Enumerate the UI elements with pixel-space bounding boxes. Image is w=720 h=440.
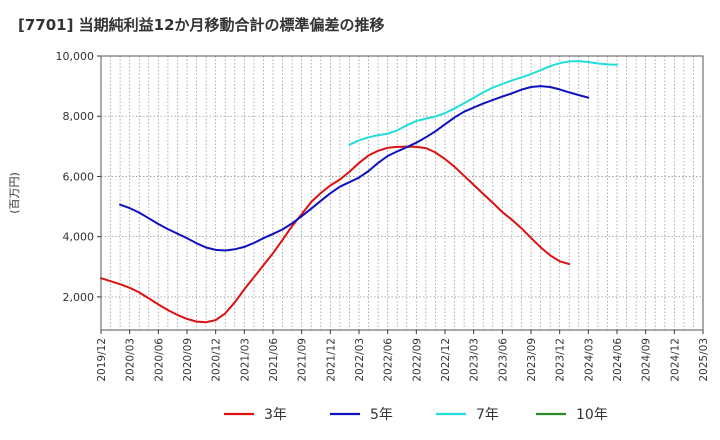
y-axis-label: (百万円)	[8, 172, 21, 214]
x-tick-label: 2022/06	[383, 338, 395, 382]
x-tick-label: 2020/09	[182, 338, 194, 382]
y-tick-label: 8,000	[63, 110, 95, 123]
x-tick-label: 2021/06	[268, 338, 280, 382]
x-tick-label: 2023/03	[469, 338, 481, 382]
y-tick-label: 10,000	[56, 50, 95, 63]
y-tick-label: 6,000	[63, 170, 95, 183]
legend-label-1: 5年	[370, 407, 393, 423]
x-tick-label: 2022/03	[354, 338, 366, 382]
series-line-2	[348, 60, 618, 146]
legend-label-3: 10年	[576, 407, 608, 423]
x-tick-label: 2020/06	[153, 338, 165, 382]
legend-label-0: 3年	[264, 407, 287, 423]
y-tick-label: 2,000	[63, 291, 95, 304]
y-tick-label: 4,000	[63, 231, 95, 244]
plot-border	[100, 55, 704, 331]
x-tick-label: 2025/03	[698, 338, 710, 382]
x-tick-label: 2021/09	[297, 338, 309, 382]
x-tick-label: 2022/09	[411, 338, 423, 382]
x-tick-label: 2023/06	[497, 338, 509, 382]
x-tick-label: 2024/12	[669, 338, 681, 382]
x-tick-label: 2024/06	[612, 338, 624, 382]
x-tick-label: 2021/12	[325, 338, 337, 382]
series-line-1	[119, 85, 590, 252]
plot-area	[101, 56, 703, 330]
x-tick-label: 2022/12	[440, 338, 452, 382]
x-tick-label: 2024/03	[583, 338, 595, 382]
x-tick-label: 2024/09	[641, 338, 653, 382]
series-line-0	[100, 145, 571, 324]
legend-label-2: 7年	[476, 407, 499, 423]
x-tick-label: 2023/12	[555, 338, 567, 382]
x-tick-label: 2021/03	[239, 338, 251, 382]
x-tick-label: 2023/09	[526, 338, 538, 382]
x-tick-label: 2020/03	[125, 338, 137, 382]
chart-title: [7701] 当期純利益12か月移動合計の標準偏差の推移	[18, 16, 385, 34]
x-tick-label: 2020/12	[211, 338, 223, 382]
x-tick-label: 2019/12	[96, 338, 108, 382]
